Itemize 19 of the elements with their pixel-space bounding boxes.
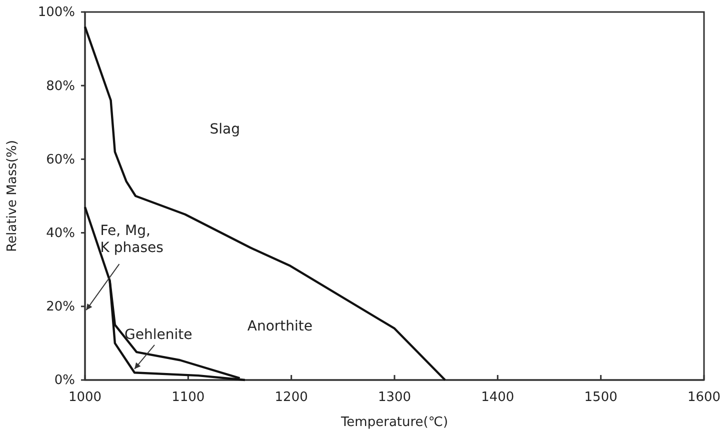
y-tick-label: 80% [46, 78, 75, 94]
y-tick-label: 0% [54, 373, 75, 388]
y-tick-label: 60% [46, 152, 75, 168]
annotation: Anorthite [247, 318, 313, 334]
x-tick-label: 1300 [378, 390, 412, 406]
x-tick-label: 1200 [274, 390, 308, 406]
x-axis-title: Temperature(℃) [340, 415, 448, 430]
y-tick-label: 100% [38, 5, 75, 20]
x-tick-label: 1000 [68, 390, 102, 406]
annotation: Fe, Mg, K phases [100, 223, 164, 256]
y-axis-title: Relative Mass(%) [5, 140, 20, 252]
x-tick-label: 1500 [584, 390, 618, 406]
y-tick-label: 40% [46, 226, 75, 241]
x-tick-label: 1100 [172, 390, 205, 406]
y-tick-label: 20% [46, 300, 75, 315]
annotation: Slag [210, 121, 240, 138]
x-tick-label: 1600 [687, 390, 721, 406]
x-tick-label: 1400 [481, 390, 514, 406]
annotation: Gehlenite [124, 326, 192, 343]
